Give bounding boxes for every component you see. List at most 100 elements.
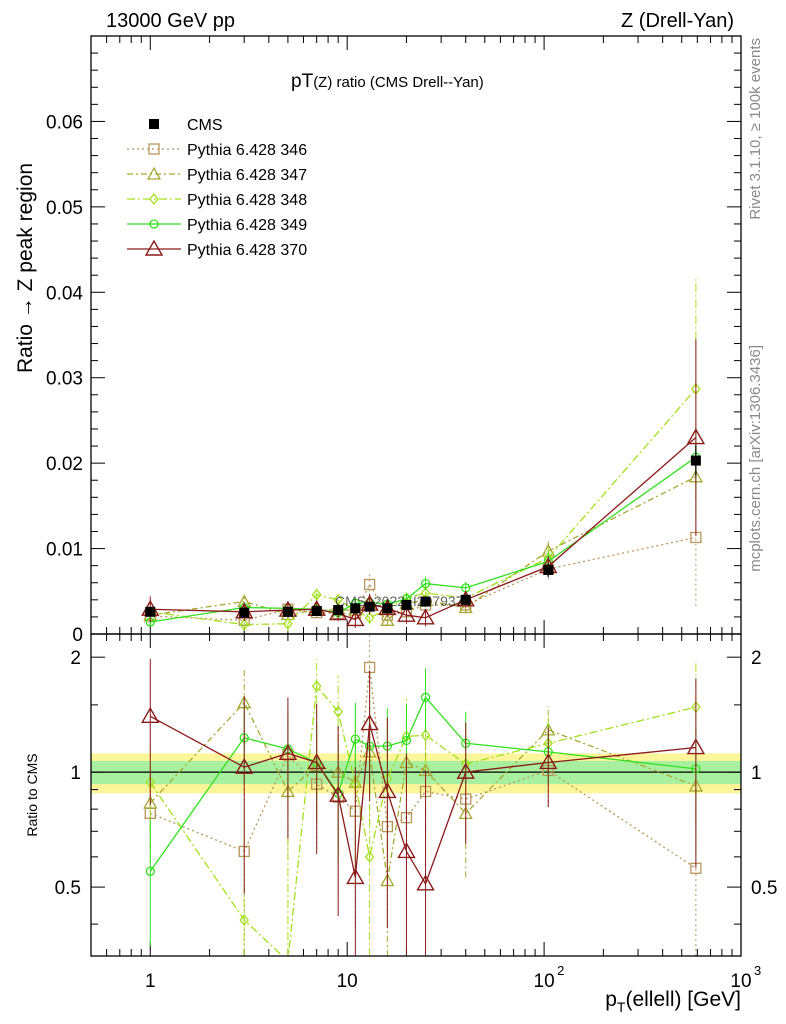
ratio-point: [539, 753, 558, 770]
data-point: [363, 578, 376, 591]
legend-marker: [149, 219, 159, 229]
cms-point: [690, 455, 701, 466]
ratio-point: [360, 714, 379, 731]
legend-label: CMS: [187, 117, 223, 134]
ratio-point: [235, 757, 254, 774]
header-right: Z (Drell-Yan): [621, 10, 734, 32]
cms-point: [382, 603, 393, 614]
legend-marker: [146, 166, 162, 180]
ratio-point: [350, 734, 360, 744]
upper-y-tick-label: 0.01: [46, 540, 83, 561]
ratio-point: [278, 743, 298, 761]
ratio-point: [143, 795, 158, 809]
legend-label: Pythia 6.428 346: [187, 142, 307, 159]
series-lower-1: [143, 668, 703, 956]
series-upper-2: [145, 277, 701, 632]
ratio-point: [397, 842, 416, 859]
cms-point: [420, 596, 431, 607]
ratio-point: [346, 868, 365, 885]
x-axis-label-sub: T: [617, 999, 626, 1015]
upper-y-axis-label: Ratio → Z peak region: [14, 163, 37, 373]
data-point: [311, 588, 322, 601]
upper-y-tick-label: 0.04: [46, 283, 83, 304]
series-lower-2: [145, 658, 701, 956]
series-upper-4: [141, 339, 706, 629]
series-line: [149, 715, 696, 886]
series-lower-3: [145, 668, 701, 947]
upper-series-layer: [141, 277, 706, 632]
cms-data: [145, 445, 701, 618]
ratio-point: [145, 866, 155, 876]
series-line: [149, 684, 697, 956]
series-line: [150, 388, 697, 626]
data-point: [458, 600, 473, 614]
cms-point: [311, 605, 322, 616]
legend: CMS Pythia 6.428 346 Pythia 6.428 347 Pythi…: [127, 117, 307, 259]
data-uncertainty-band: [91, 753, 741, 794]
ratio-point: [141, 706, 160, 724]
data-point: [364, 611, 375, 624]
lower-y-tick-label: 0.5: [55, 878, 81, 899]
chart-title-sub: (Z) ratio (CMS Drell--Yan): [313, 74, 484, 91]
ratio-point: [333, 705, 344, 718]
cms-point: [460, 594, 471, 605]
x-tick-label: 1: [145, 971, 156, 992]
series-lower-0: [144, 635, 702, 956]
watermark: CMS_2022_I2079374: [335, 593, 471, 609]
ratio-point: [307, 753, 326, 770]
legend-marker-cms: [149, 119, 159, 129]
ratio-point: [364, 850, 375, 863]
cms-point: [543, 564, 554, 575]
x-axis-label-rest: (ellell) [GeV]: [625, 988, 741, 1011]
lower-y-tick-label-right: 1: [751, 763, 762, 784]
mcplots-label: mcplots.cern.ch [arXiv:1306.3436]: [747, 345, 764, 572]
data-point: [380, 612, 395, 626]
cms-point: [239, 607, 250, 618]
ratio-point: [420, 692, 431, 702]
upper-y-tick-label: 0: [72, 625, 83, 646]
x-axis-label-main: p: [605, 988, 617, 1011]
cms-point: [401, 599, 412, 610]
ratio-point: [456, 762, 475, 779]
upper-y-tick-label: 0.03: [46, 369, 83, 390]
cms-point: [145, 606, 156, 617]
data-point: [397, 605, 416, 622]
chart-title-main: pT: [291, 71, 314, 92]
ratio-point: [416, 874, 435, 891]
ratio-point: [239, 913, 250, 927]
data-point: [416, 608, 435, 625]
chart-title: pT(Z) ratio (CMS Drell--Yan): [291, 71, 484, 92]
series-line: [150, 667, 697, 869]
legend-marker: [149, 192, 159, 206]
lower-y-tick-label: 2: [70, 648, 81, 669]
legend-label: Pythia 6.428 370: [187, 242, 307, 259]
legend-marker: [144, 239, 164, 256]
lower-y-tick-label-right: 2: [751, 648, 762, 669]
upper-y-tick-label: 0.06: [46, 112, 83, 133]
x-tick-label: 10: [534, 971, 555, 992]
data-point: [686, 428, 706, 445]
rivet-label: Rivet 3.1.10, ≥ 100k events: [747, 38, 764, 220]
cms-point: [282, 606, 293, 617]
cms-point: [364, 601, 375, 612]
ratio-point: [420, 729, 431, 742]
legend-label: Pythia 6.428 347: [187, 167, 307, 184]
lower-y-tick-label-right: 0.5: [751, 878, 777, 899]
header-left: 13000 GeV pp: [106, 10, 235, 32]
upper-y-tick-label: 0.05: [46, 198, 83, 219]
ratio-point: [686, 738, 706, 755]
series-lower-4: [141, 658, 706, 956]
legend-marker: [148, 143, 160, 155]
x-tick-label: 10: [730, 971, 751, 992]
legend-label: Pythia 6.428 348: [187, 192, 307, 209]
lower-y-tick-label: 1: [70, 763, 81, 784]
lower-series-layer: [141, 635, 706, 956]
x-axis-label: pT(ellell) [GeV]: [605, 988, 741, 1015]
ratio-point: [311, 680, 322, 693]
cms-point: [350, 603, 361, 614]
ratio-point: [378, 782, 397, 799]
legend-label: Pythia 6.428 349: [187, 217, 307, 234]
data-point: [346, 610, 365, 627]
cms-point: [333, 605, 344, 616]
